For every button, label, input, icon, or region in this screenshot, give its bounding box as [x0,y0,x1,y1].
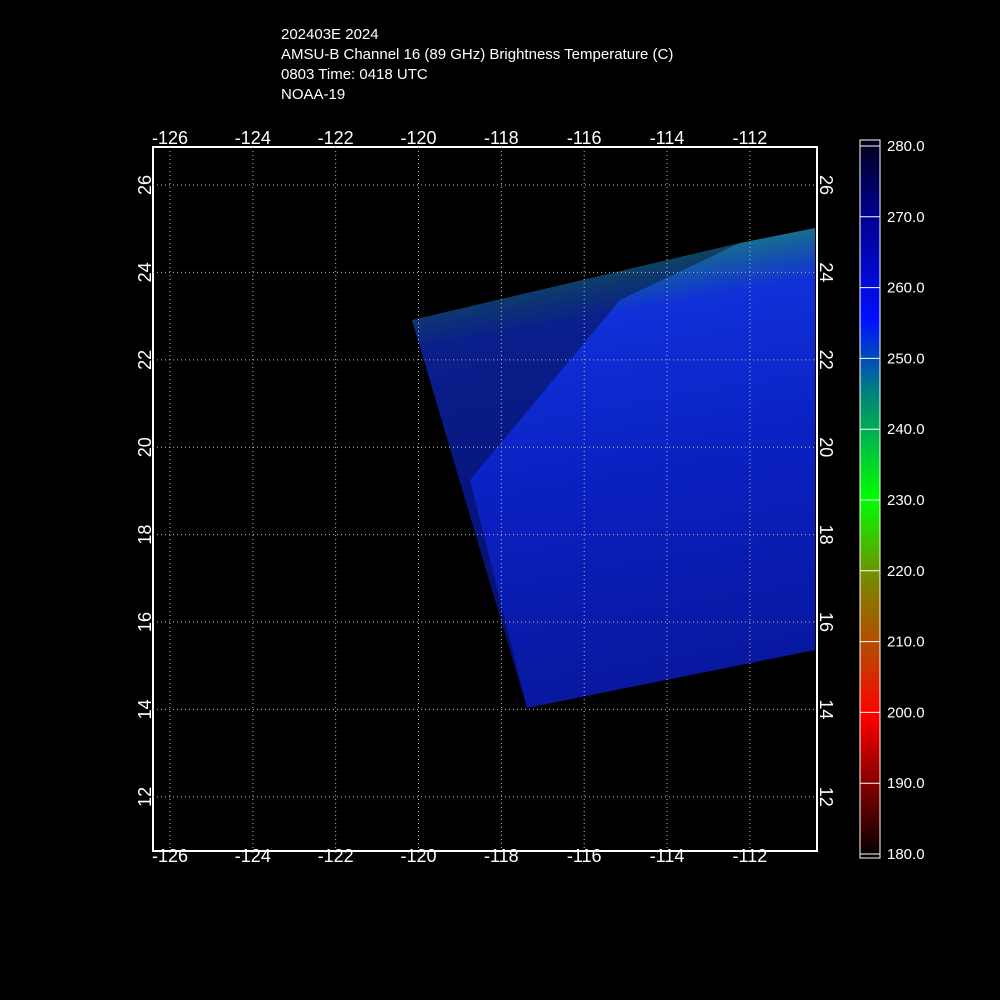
colorbar-label: 220.0 [887,563,925,580]
lat-label-right: 14 [816,699,836,719]
lat-label-right: 18 [816,525,836,545]
lat-label-right: 22 [816,350,836,370]
lon-label-bottom: -114 [650,846,685,866]
lat-label-right: 12 [816,787,836,807]
header-line: 0803 Time: 0418 UTC [281,66,428,83]
colorbar-label: 180.0 [887,846,925,863]
lat-label-left: 20 [135,437,155,457]
lon-label-bottom: -126 [152,846,188,866]
lon-label-bottom: -112 [733,846,768,866]
lon-label-bottom: -120 [401,846,437,866]
lat-label-left: 26 [135,175,155,195]
colorbar-label: 190.0 [887,775,925,792]
lat-label-right: 24 [816,262,836,282]
lat-label-left: 12 [135,787,155,807]
lon-label-top: -126 [152,128,188,148]
lon-label-bottom: -116 [567,846,602,866]
header-line: AMSU-B Channel 16 (89 GHz) Brightness Te… [281,46,673,63]
lat-label-left: 24 [135,262,155,282]
lon-label-bottom: -122 [318,846,354,866]
colorbar-label: 270.0 [887,209,925,226]
colorbar-label: 260.0 [887,280,925,297]
lon-label-top: -118 [484,128,519,148]
header-line: NOAA-19 [281,86,345,103]
lat-label-right: 26 [816,175,836,195]
colorbar-label: 200.0 [887,704,925,721]
colorbar-label: 280.0 [887,138,925,155]
colorbar-label: 230.0 [887,492,925,509]
lat-label-left: 22 [135,350,155,370]
lat-label-right: 20 [816,437,836,457]
lon-label-top: -116 [567,128,602,148]
lon-label-top: -124 [235,128,271,148]
colorbar-label: 250.0 [887,350,925,367]
colorbar [859,139,881,859]
lat-label-left: 14 [135,699,155,719]
lon-label-top: -120 [401,128,437,148]
lat-label-left: 18 [135,525,155,545]
colorbar-label: 240.0 [887,421,925,438]
lat-label-left: 16 [135,612,155,632]
lat-label-right: 16 [816,612,836,632]
colorbar-label: 210.0 [887,634,925,651]
lon-label-top: -114 [650,128,685,148]
lon-label-top: -122 [318,128,354,148]
swath-shade [412,243,740,708]
lon-label-top: -112 [733,128,768,148]
lon-label-bottom: -118 [484,846,519,866]
data-swath [412,228,815,708]
lon-label-bottom: -124 [235,846,271,866]
header-line: 202403E 2024 [281,26,379,43]
map-frame [152,146,818,852]
